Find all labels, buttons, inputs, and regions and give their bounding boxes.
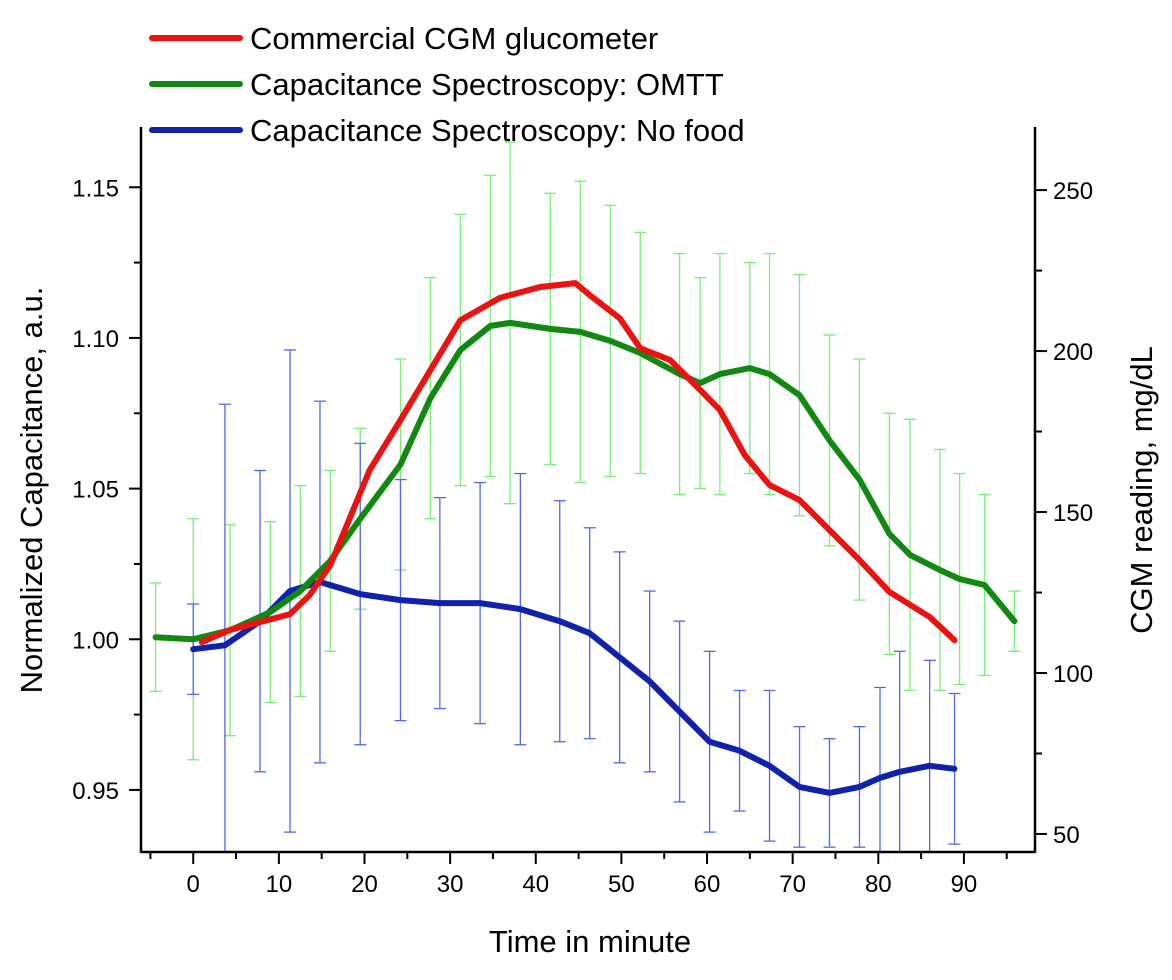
legend-label-omtt: Capacitance Spectroscopy: OMTT: [250, 67, 724, 102]
legend-label-cgm: Commercial CGM glucometer: [250, 21, 658, 56]
y-tick-label: 1.05: [72, 477, 119, 504]
series-line-0: [198, 280, 958, 646]
x-tick-label: 10: [266, 871, 293, 898]
y-tick-label: 1.15: [72, 175, 119, 202]
y2-tick-label: 50: [1053, 822, 1080, 849]
x-tick-label: 40: [522, 871, 549, 898]
y2-tick-label: 250: [1053, 178, 1093, 205]
x-axis-label: Time in minute: [489, 924, 691, 959]
x-tick-label: 60: [694, 871, 721, 898]
x-tick-label: 90: [951, 871, 978, 898]
y-axis-label: Normalized Capacitance, a.u.: [14, 287, 49, 694]
series-lines: [152, 280, 1018, 796]
y2-axis-label: CGM reading, mg/dL: [1124, 346, 1159, 634]
y-tick-label: 1.10: [72, 326, 119, 353]
axes: 0 10 20 30 40 50 60 70 80 90 0.95 1.00 1.05 1.10 1.15 5…: [72, 127, 1093, 898]
y-tick-label: 0.95: [72, 778, 119, 805]
x-tick-label: 80: [865, 871, 892, 898]
x-tick-label: 30: [437, 871, 464, 898]
series-line-2: [190, 579, 958, 796]
y2-tick-label: 200: [1053, 339, 1093, 366]
legend: Commercial CGM glucometer Capacitance Sp…: [149, 21, 745, 148]
error-bar: [893, 650, 906, 852]
error-bar: [874, 686, 887, 852]
y-tick-label: 1.00: [72, 627, 119, 654]
x-tick-label: 50: [608, 871, 635, 898]
x-tick-label: 70: [779, 871, 806, 898]
x-tick-label: 0: [187, 871, 200, 898]
legend-label-no-food: Capacitance Spectroscopy: No food: [250, 113, 745, 148]
y2-tick-label: 100: [1053, 661, 1093, 688]
series-line-1: [152, 319, 1018, 643]
error-bars: [149, 141, 1021, 852]
error-bar: [218, 403, 231, 852]
x-tick-label: 20: [351, 871, 378, 898]
y2-tick-label: 150: [1053, 500, 1093, 527]
error-bar: [923, 659, 936, 852]
